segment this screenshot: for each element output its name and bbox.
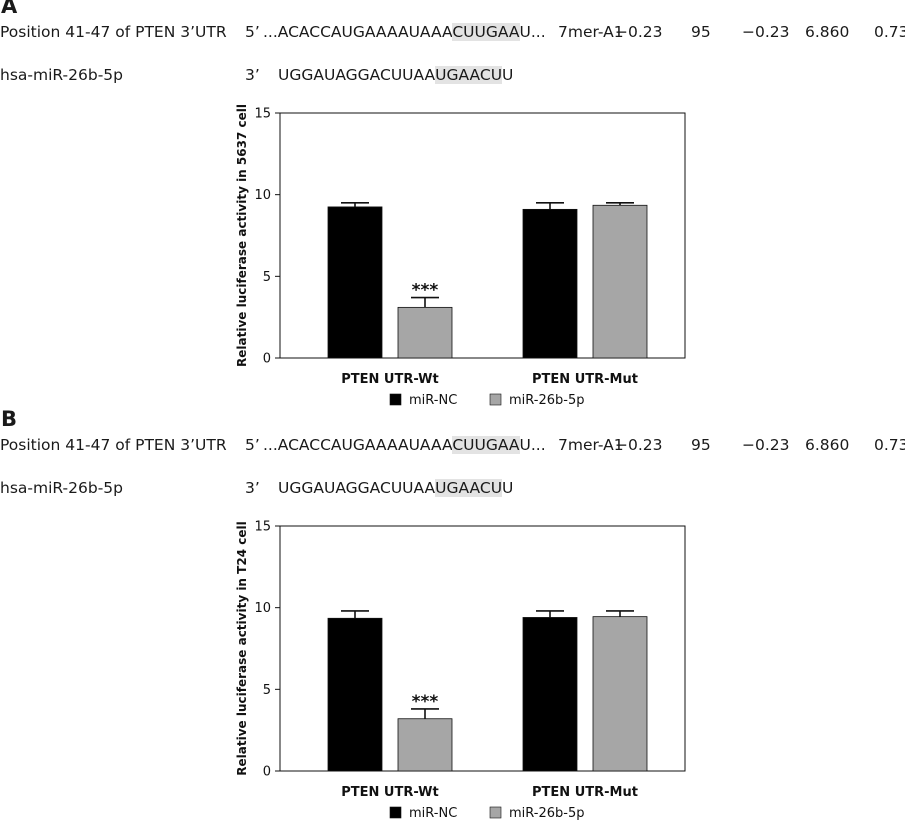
score-2: 95: [691, 23, 711, 41]
plot-frame: [279, 525, 686, 772]
significance-label: ***: [412, 692, 439, 712]
panel-letter: B: [1, 407, 18, 431]
category-label: PTEN UTR-Wt: [341, 372, 438, 387]
category-label: PTEN UTR-Mut: [532, 785, 638, 800]
site-seq-pre: ...ACACCAUGAAAAUAAA: [263, 436, 453, 454]
legend-label: miR-26b-5p: [509, 806, 584, 821]
bar-chart-5637: 0 5 10 15 Relative luciferase activity in 56…: [235, 104, 686, 408]
site-seq-highlight: CUUGAA: [452, 23, 520, 41]
site-seq-pre: ...ACACCAUGAAAAUAAA: [263, 23, 453, 41]
mir-label: hsa-miR-26b-5p: [0, 479, 123, 497]
site-context: 7mer-A1: [558, 23, 624, 41]
bar: [327, 206, 383, 359]
y-tick-label: 0: [263, 765, 271, 780]
bar: [397, 718, 453, 772]
panel-letter: A: [1, 0, 18, 18]
mir-seq-highlight: UGAACU: [435, 66, 503, 84]
legend-swatch: [389, 393, 402, 406]
mir-sequence: UGGAUAGGACUUAAUGAACUU: [278, 65, 513, 85]
panel-a: A Position 41-47 of PTEN 3’UTR 5’ ...ACA…: [0, 0, 905, 412]
mir-prime: 3’: [245, 479, 260, 497]
y-tick-label: 5: [263, 270, 271, 285]
legend-label: miR-NC: [409, 393, 457, 408]
plot-frame: [279, 112, 686, 359]
legend-swatch: [489, 806, 502, 819]
site-sequence: ...ACACCAUGAAAAUAAACUUGAAU...: [263, 435, 546, 455]
score-3: −0.23: [742, 23, 790, 41]
y-tick-label: 15: [254, 107, 271, 122]
mir-sequence: UGGAUAGGACUUAAUGAACUU: [278, 478, 513, 498]
site-prime: 5’: [245, 23, 260, 41]
y-tick-label: 0: [263, 352, 271, 367]
mir-seq-pre: UGGAUAGGACUUAA: [278, 66, 436, 84]
y-tick-label: 10: [254, 188, 271, 203]
significance-label: ***: [412, 281, 439, 301]
y-axis-label: Relative luciferase activity in 5637 cel…: [235, 104, 249, 367]
score-4: 6.860: [805, 23, 850, 41]
mir-seq-post: U: [502, 479, 514, 497]
score-2: 95: [691, 436, 711, 454]
mir-seq-highlight: UGAACU: [435, 479, 503, 497]
site-context: 7mer-A1: [558, 436, 624, 454]
panel-b: B Position 41-47 of PTEN 3’UTR 5’ ...ACA…: [0, 407, 905, 825]
site-seq-highlight: CUUGAA: [452, 436, 520, 454]
bar: [327, 617, 383, 772]
y-axis-label: Relative luciferase activity in T24 cell: [235, 521, 249, 775]
site-seq-post: U...: [519, 436, 546, 454]
mir-label: hsa-miR-26b-5p: [0, 66, 123, 84]
site-sequence: ...ACACCAUGAAAAUAAACUUGAAU...: [263, 22, 546, 42]
bar: [592, 204, 648, 359]
mir-seq-post: U: [502, 66, 514, 84]
legend-label: miR-26b-5p: [509, 393, 584, 408]
score-1: −0.23: [615, 436, 663, 454]
site-label: Position 41-47 of PTEN 3’UTR: [0, 436, 227, 454]
bar: [592, 616, 648, 772]
mir-prime: 3’: [245, 66, 260, 84]
category-label: PTEN UTR-Wt: [341, 785, 438, 800]
legend-swatch: [489, 393, 502, 406]
score-1: −0.23: [615, 23, 663, 41]
score-3: −0.23: [742, 436, 790, 454]
legend-label: miR-NC: [409, 806, 457, 821]
score-4: 6.860: [805, 436, 850, 454]
legend-swatch: [389, 806, 402, 819]
score-5: 0.73: [874, 23, 905, 41]
y-tick-label: 5: [263, 683, 271, 698]
bar-chart-t24: 0 5 10 15 Relative luciferase activity in T2…: [235, 520, 686, 821]
bar: [397, 306, 453, 359]
score-5: 0.73: [874, 436, 905, 454]
site-label: Position 41-47 of PTEN 3’UTR: [0, 23, 227, 41]
category-label: PTEN UTR-Mut: [532, 372, 638, 387]
site-prime: 5’: [245, 436, 260, 454]
y-tick-label: 15: [254, 520, 271, 535]
y-tick-label: 10: [254, 601, 271, 616]
bar: [522, 617, 578, 772]
bar: [522, 208, 578, 359]
mir-seq-pre: UGGAUAGGACUUAA: [278, 479, 436, 497]
site-seq-post: U...: [519, 23, 546, 41]
